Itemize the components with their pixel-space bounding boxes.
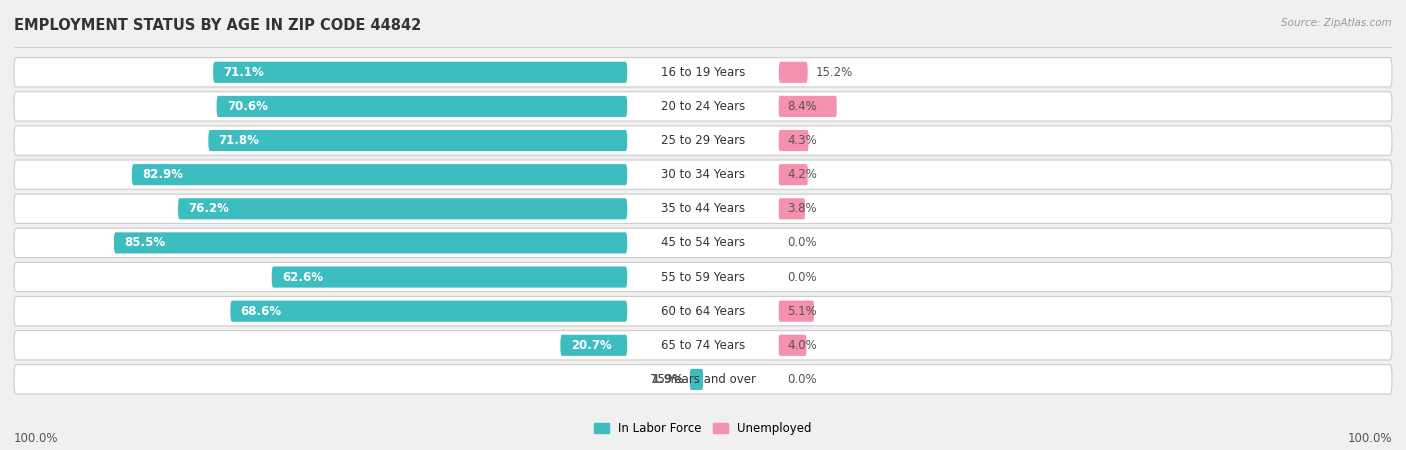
Text: 16 to 19 Years: 16 to 19 Years	[661, 66, 745, 79]
FancyBboxPatch shape	[14, 160, 1392, 189]
Text: 71.1%: 71.1%	[224, 66, 264, 79]
Text: 82.9%: 82.9%	[142, 168, 183, 181]
Text: 68.6%: 68.6%	[240, 305, 281, 318]
Text: 35 to 44 Years: 35 to 44 Years	[661, 202, 745, 215]
Text: 3.8%: 3.8%	[787, 202, 817, 215]
FancyBboxPatch shape	[779, 198, 806, 219]
FancyBboxPatch shape	[14, 228, 1392, 257]
FancyBboxPatch shape	[14, 92, 1392, 121]
FancyBboxPatch shape	[208, 130, 627, 151]
Text: 15.2%: 15.2%	[815, 66, 853, 79]
Text: 65 to 74 Years: 65 to 74 Years	[661, 339, 745, 352]
FancyBboxPatch shape	[132, 164, 627, 185]
Text: 85.5%: 85.5%	[124, 236, 166, 249]
Text: 76.2%: 76.2%	[188, 202, 229, 215]
FancyBboxPatch shape	[779, 130, 808, 151]
Legend: In Labor Force, Unemployed: In Labor Force, Unemployed	[589, 417, 817, 440]
Text: 75 Years and over: 75 Years and over	[650, 373, 756, 386]
Text: Source: ZipAtlas.com: Source: ZipAtlas.com	[1281, 18, 1392, 28]
FancyBboxPatch shape	[14, 262, 1392, 292]
Text: 100.0%: 100.0%	[14, 432, 59, 446]
FancyBboxPatch shape	[14, 126, 1392, 155]
Text: 71.8%: 71.8%	[219, 134, 260, 147]
FancyBboxPatch shape	[14, 194, 1392, 224]
Text: 20.7%: 20.7%	[571, 339, 612, 352]
FancyBboxPatch shape	[561, 335, 627, 356]
Text: 0.0%: 0.0%	[787, 270, 817, 284]
FancyBboxPatch shape	[779, 301, 814, 322]
Text: 4.2%: 4.2%	[787, 168, 817, 181]
Text: 4.0%: 4.0%	[787, 339, 817, 352]
Text: 0.0%: 0.0%	[787, 373, 817, 386]
FancyBboxPatch shape	[271, 266, 627, 288]
FancyBboxPatch shape	[14, 365, 1392, 394]
FancyBboxPatch shape	[779, 335, 807, 356]
Text: 5.1%: 5.1%	[787, 305, 817, 318]
Text: 20 to 24 Years: 20 to 24 Years	[661, 100, 745, 113]
Text: 4.3%: 4.3%	[787, 134, 817, 147]
FancyBboxPatch shape	[231, 301, 627, 322]
FancyBboxPatch shape	[214, 62, 627, 83]
Text: 1.9%: 1.9%	[651, 373, 685, 386]
FancyBboxPatch shape	[14, 58, 1392, 87]
FancyBboxPatch shape	[779, 164, 807, 185]
FancyBboxPatch shape	[690, 369, 703, 390]
Text: 0.0%: 0.0%	[787, 236, 817, 249]
Text: 62.6%: 62.6%	[283, 270, 323, 284]
FancyBboxPatch shape	[14, 297, 1392, 326]
Text: 30 to 34 Years: 30 to 34 Years	[661, 168, 745, 181]
Text: 100.0%: 100.0%	[1347, 432, 1392, 446]
FancyBboxPatch shape	[14, 331, 1392, 360]
Text: EMPLOYMENT STATUS BY AGE IN ZIP CODE 44842: EMPLOYMENT STATUS BY AGE IN ZIP CODE 448…	[14, 18, 422, 33]
FancyBboxPatch shape	[779, 62, 807, 83]
Text: 60 to 64 Years: 60 to 64 Years	[661, 305, 745, 318]
Text: 8.4%: 8.4%	[787, 100, 817, 113]
FancyBboxPatch shape	[179, 198, 627, 219]
Text: 55 to 59 Years: 55 to 59 Years	[661, 270, 745, 284]
FancyBboxPatch shape	[217, 96, 627, 117]
FancyBboxPatch shape	[779, 96, 837, 117]
Text: 25 to 29 Years: 25 to 29 Years	[661, 134, 745, 147]
Text: 45 to 54 Years: 45 to 54 Years	[661, 236, 745, 249]
FancyBboxPatch shape	[114, 232, 627, 253]
Text: 70.6%: 70.6%	[226, 100, 267, 113]
